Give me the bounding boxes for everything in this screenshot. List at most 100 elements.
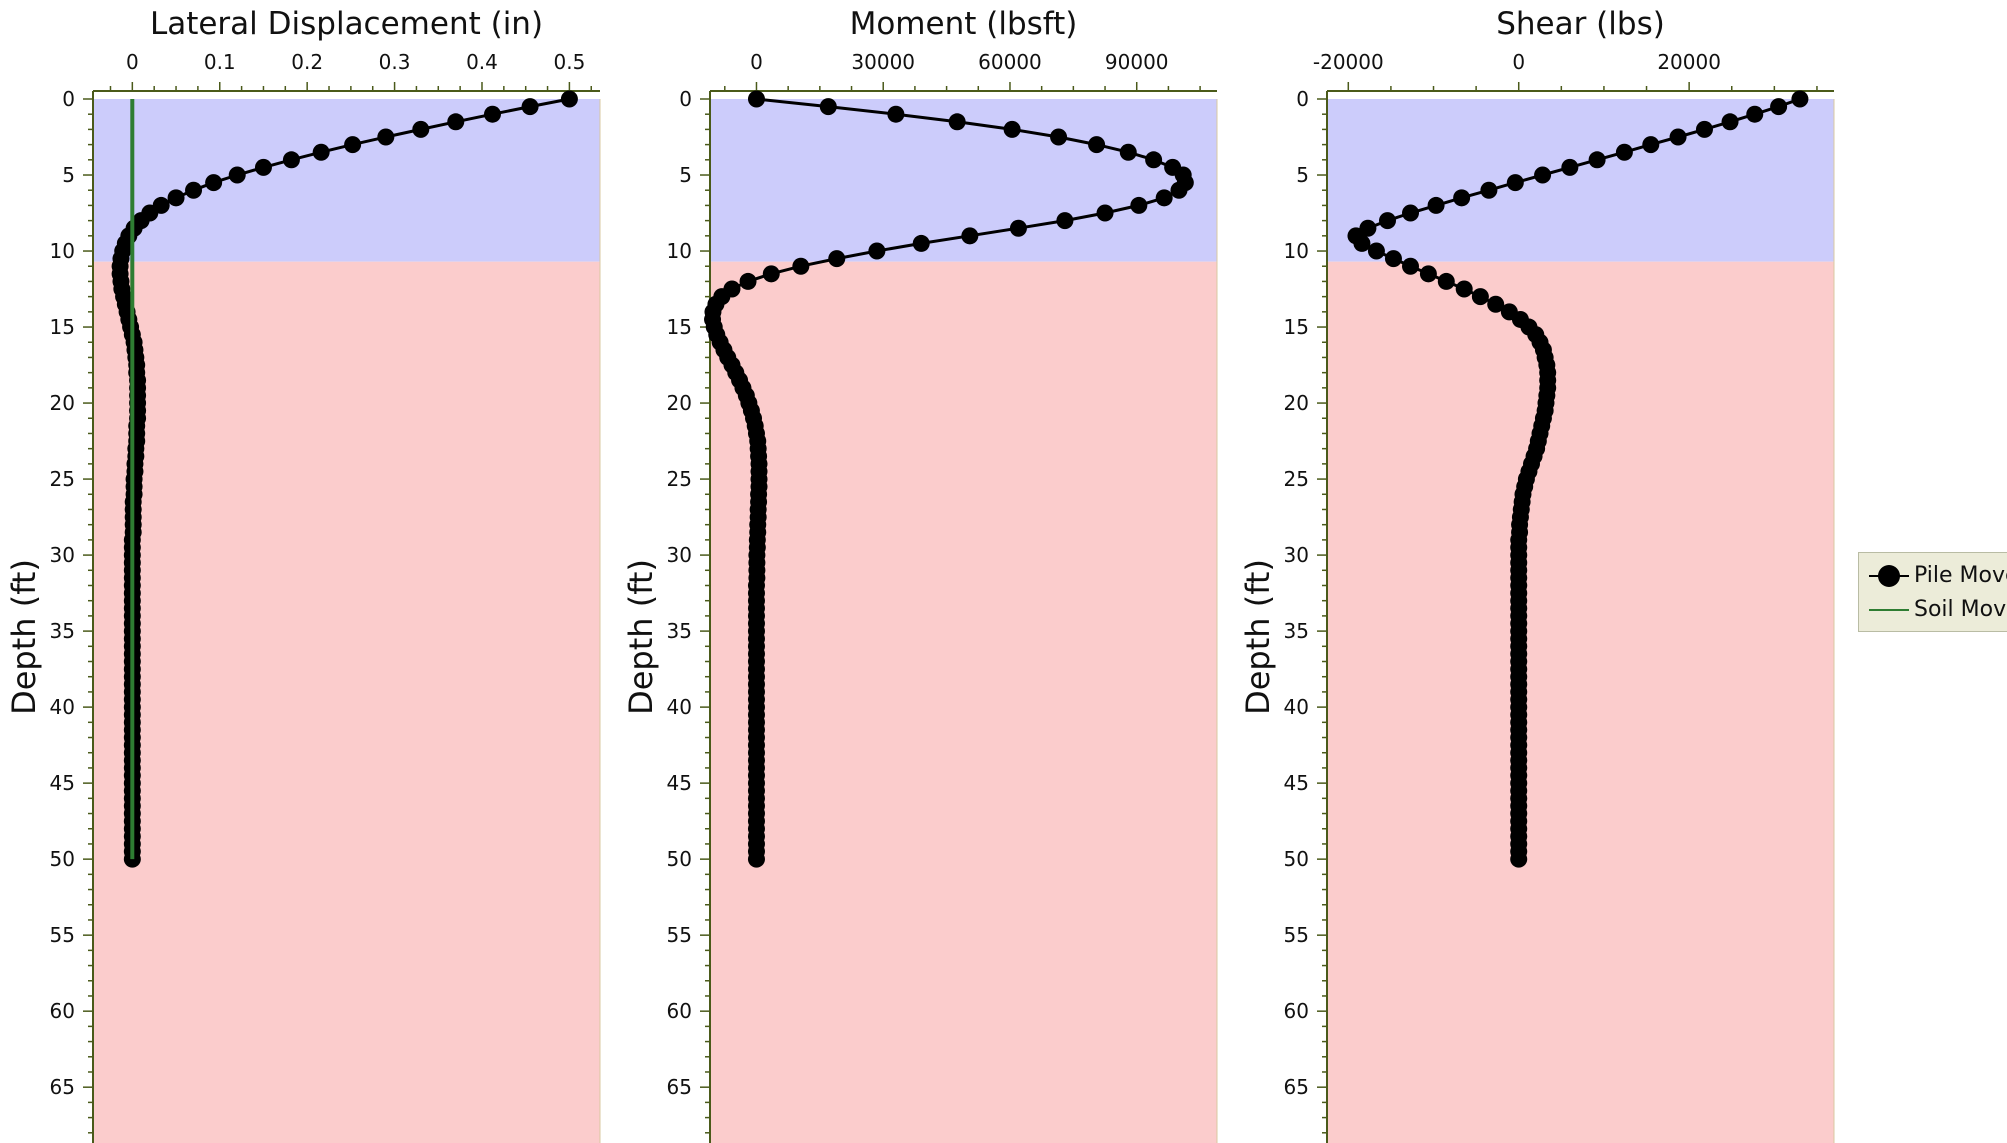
y-tick-label: 30	[50, 543, 75, 567]
chart-title: Moment (lbsft)	[850, 6, 1078, 42]
x-tick-label: 0.5	[553, 50, 585, 74]
data-point-pile-move	[123, 850, 141, 868]
data-point-pile-move	[1669, 128, 1687, 146]
legend-swatch-green-line	[1869, 609, 1909, 611]
data-point-pile-move	[1003, 120, 1021, 138]
data-point-pile-move	[1384, 250, 1402, 268]
x-tick-label: 0.2	[291, 50, 323, 74]
data-point-pile-move	[792, 257, 810, 275]
data-point-pile-move	[747, 90, 765, 108]
y-tick-label: 25	[50, 467, 75, 491]
legend-label-soil-move: Soil Move	[1914, 597, 2007, 622]
y-tick-label: 25	[1284, 467, 1309, 491]
data-point-pile-move	[1480, 181, 1498, 199]
data-point-pile-move	[521, 98, 539, 116]
y-tick-label: 55	[667, 923, 692, 947]
y-tick-label: 45	[50, 771, 75, 795]
x-tick-label: -20000	[1313, 50, 1384, 74]
data-point-pile-move	[560, 90, 578, 108]
data-point-pile-move	[1561, 158, 1579, 176]
x-tick-label: 20000	[1657, 50, 1721, 74]
y-tick-label: 20	[50, 391, 75, 415]
x-tick-label: 0.1	[204, 50, 236, 74]
y-tick-label: 50	[1284, 847, 1309, 871]
legend-item-soil-move: Soil Move	[1859, 595, 2007, 625]
y-tick-label: 40	[667, 695, 692, 719]
data-point-pile-move	[1155, 189, 1173, 207]
data-point-pile-move	[1170, 181, 1188, 199]
data-point-pile-move	[948, 113, 966, 131]
data-point-pile-move	[739, 272, 757, 290]
data-point-pile-move	[1721, 113, 1739, 131]
soil-layer-2	[710, 261, 1217, 1143]
data-point-pile-move	[185, 181, 203, 199]
data-point-pile-move	[1695, 120, 1713, 138]
data-point-pile-move	[228, 166, 246, 184]
data-point-pile-move	[912, 234, 930, 252]
data-point-pile-move	[447, 113, 465, 131]
y-axis-label: Depth (ft)	[622, 559, 660, 715]
data-point-pile-move	[1471, 288, 1489, 306]
x-tick-label: 90000	[1105, 50, 1169, 74]
data-point-pile-move	[1534, 166, 1552, 184]
data-point-pile-move	[1378, 212, 1396, 230]
data-point-pile-move	[254, 158, 272, 176]
soil-layer-1	[93, 99, 600, 262]
y-tick-label: 35	[1284, 619, 1309, 643]
data-point-pile-move	[762, 265, 780, 283]
y-tick-label: 0	[62, 87, 75, 111]
legend-label-pile-move: Pile Move	[1914, 563, 2007, 588]
y-tick-label: 65	[1284, 1075, 1309, 1099]
data-point-pile-move	[1746, 105, 1764, 123]
y-tick-label: 30	[667, 543, 692, 567]
y-tick-label: 0	[679, 87, 692, 111]
x-tick-label: 0	[126, 50, 139, 74]
data-point-pile-move	[483, 105, 501, 123]
x-tick-label: 30000	[851, 50, 915, 74]
y-tick-label: 45	[1284, 771, 1309, 795]
y-tick-label: 60	[50, 999, 75, 1023]
data-point-pile-move	[1453, 189, 1471, 207]
legend: Pile Move Soil Move	[1858, 552, 2007, 632]
y-tick-label: 0	[1296, 87, 1309, 111]
data-point-pile-move	[747, 850, 765, 868]
x-tick-label: 0.3	[379, 50, 411, 74]
data-point-pile-move	[282, 151, 300, 169]
y-axis-label: Depth (ft)	[1239, 559, 1277, 715]
legend-item-pile-move: Pile Move	[1859, 561, 2007, 591]
data-point-pile-move	[1096, 204, 1114, 222]
y-tick-label: 15	[667, 315, 692, 339]
y-tick-label: 55	[1284, 923, 1309, 947]
data-point-pile-move	[1455, 280, 1473, 298]
data-point-pile-move	[1427, 196, 1445, 214]
y-tick-label: 30	[1284, 543, 1309, 567]
data-point-pile-move	[1050, 128, 1068, 146]
y-tick-label: 20	[1284, 391, 1309, 415]
chart-title: Shear (lbs)	[1496, 6, 1665, 42]
y-tick-label: 25	[667, 467, 692, 491]
data-point-pile-move	[1402, 204, 1420, 222]
data-point-pile-move	[377, 128, 395, 146]
y-tick-label: 5	[62, 163, 75, 187]
data-point-pile-move	[312, 143, 330, 161]
chart-panel-2: 0 30000 60000 90000 0 5 10 15 20 25 30 35 40 45 50 55 60…	[622, 6, 1218, 1143]
data-point-pile-move	[1056, 212, 1074, 230]
data-point-pile-move	[1145, 151, 1163, 169]
soil-layer-1	[1327, 99, 1834, 262]
data-point-pile-move	[1506, 174, 1524, 192]
data-point-pile-move	[344, 136, 362, 154]
y-tick-label: 65	[667, 1075, 692, 1099]
data-point-pile-move	[1088, 136, 1106, 154]
y-tick-label: 45	[667, 771, 692, 795]
x-tick-label: 60000	[978, 50, 1042, 74]
y-tick-label: 10	[50, 239, 75, 263]
y-tick-label: 55	[50, 923, 75, 947]
data-point-pile-move	[1353, 234, 1371, 252]
data-point-pile-move	[1130, 196, 1148, 214]
data-point-pile-move	[828, 250, 846, 268]
soil-layer-2	[93, 261, 600, 1143]
y-tick-label: 60	[1284, 999, 1309, 1023]
y-tick-label: 5	[1296, 163, 1309, 187]
data-point-pile-move	[961, 227, 979, 245]
chart-panel-1: 0 0.1 0.2 0.3 0.4 0.5 0 5 10 15 20 25 30 35 40 45 50 55 60…	[5, 6, 601, 1143]
